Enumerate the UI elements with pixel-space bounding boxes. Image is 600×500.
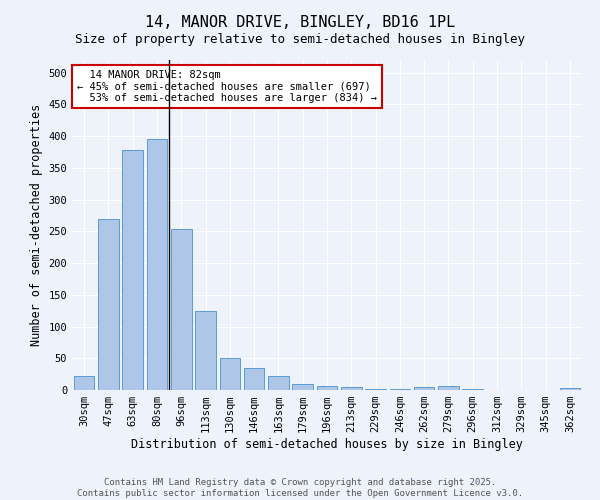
Text: Size of property relative to semi-detached houses in Bingley: Size of property relative to semi-detach… xyxy=(75,32,525,46)
Bar xyxy=(560,388,580,390)
Bar xyxy=(438,386,459,390)
Y-axis label: Number of semi-detached properties: Number of semi-detached properties xyxy=(30,104,43,346)
Bar xyxy=(98,218,119,390)
Text: Contains HM Land Registry data © Crown copyright and database right 2025.
Contai: Contains HM Land Registry data © Crown c… xyxy=(77,478,523,498)
Bar xyxy=(292,384,313,390)
X-axis label: Distribution of semi-detached houses by size in Bingley: Distribution of semi-detached houses by … xyxy=(131,438,523,451)
Bar xyxy=(317,386,337,390)
Text: 14 MANOR DRIVE: 82sqm
← 45% of semi-detached houses are smaller (697)
  53% of s: 14 MANOR DRIVE: 82sqm ← 45% of semi-deta… xyxy=(77,70,377,103)
Bar xyxy=(244,368,265,390)
Bar xyxy=(74,376,94,390)
Bar xyxy=(122,150,143,390)
Bar xyxy=(341,387,362,390)
Bar xyxy=(146,140,167,390)
Bar xyxy=(220,358,240,390)
Bar xyxy=(268,376,289,390)
Bar xyxy=(171,230,191,390)
Text: 14, MANOR DRIVE, BINGLEY, BD16 1PL: 14, MANOR DRIVE, BINGLEY, BD16 1PL xyxy=(145,15,455,30)
Bar xyxy=(414,387,434,390)
Bar xyxy=(195,310,216,390)
Bar xyxy=(365,388,386,390)
